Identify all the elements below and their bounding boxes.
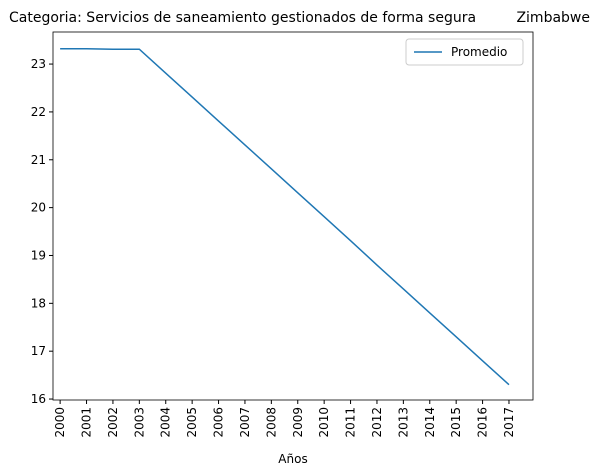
x-tick-label: 2008 [264, 407, 278, 438]
x-tick-label: 2006 [212, 407, 226, 438]
legend-label: Promedio [451, 45, 507, 59]
x-tick-label: 2013 [396, 407, 410, 438]
x-tick-label: 2001 [80, 407, 94, 438]
legend-box [405, 38, 524, 66]
chart-title: Categoria: Servicios de saneamiento gest… [9, 10, 476, 26]
x-tick-label: 2003 [132, 407, 146, 438]
x-tick-label: 2002 [106, 407, 120, 438]
x-tick-label: 2015 [449, 407, 463, 438]
x-tick-label: 2012 [370, 407, 384, 438]
y-tick-label: 21 [31, 153, 46, 167]
x-tick-label: 2009 [291, 407, 305, 438]
x-tick-label: 2010 [317, 407, 331, 438]
y-tick-label: 18 [31, 296, 46, 310]
series-line [60, 47, 510, 386]
y-tick-label: 22 [31, 105, 46, 119]
y-tick-label: 17 [31, 344, 46, 358]
x-tick-label: 2017 [502, 407, 516, 438]
y-tick-label: 20 [31, 201, 46, 215]
x-tick-label: 2005 [185, 407, 199, 438]
x-axis-label: Años [278, 452, 307, 466]
x-tick-label: 2011 [344, 407, 358, 438]
plot-frame [52, 31, 534, 401]
y-tick-label: 19 [31, 248, 46, 262]
x-tick-label: 2004 [159, 407, 173, 438]
x-tick-label: 2007 [238, 407, 252, 438]
chart-title-right: Zimbabwe [516, 10, 590, 26]
x-tick-label: 2016 [476, 407, 490, 438]
x-tick-label: 2014 [423, 407, 437, 438]
y-tick-label: 16 [31, 392, 46, 406]
x-tick-label: 2000 [53, 407, 67, 438]
y-tick-label: 23 [31, 57, 46, 71]
